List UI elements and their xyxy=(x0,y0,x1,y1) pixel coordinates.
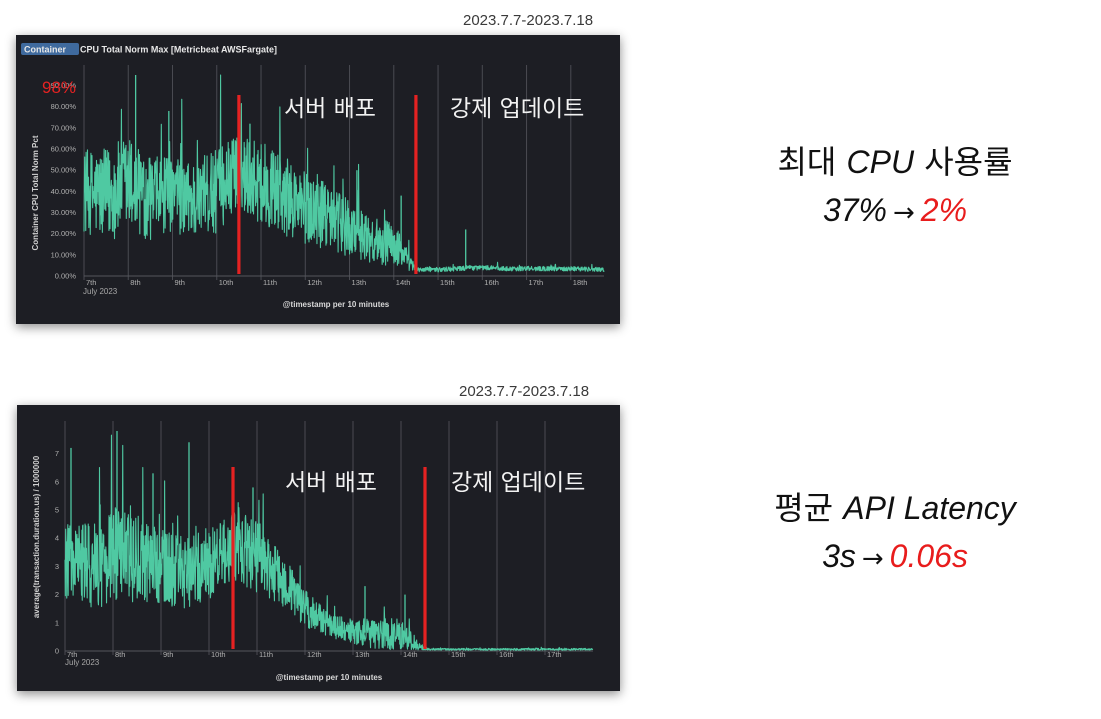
x-axis-sublabel: July 2023 xyxy=(83,287,118,296)
y-tick-label: 90.00% xyxy=(51,81,77,90)
y-tick-label: 80.00% xyxy=(51,102,77,111)
panel-title: CPU Total Norm Max [Metricbeat AWSFargat… xyxy=(80,45,277,55)
x-axis-ticks: 7th 8th 9th 10th 11th 12th 13th 14th 15th 16th 17t… xyxy=(86,278,587,287)
value-before: 3s xyxy=(822,538,856,574)
cpu-chart: 0.00% 10.00% 20.00% 30.00% 40.00% 50.00% 60.00… xyxy=(21,43,605,309)
y-axis-ticks: 0 1 2 3 4 5 6 7 xyxy=(55,449,59,655)
cpu-chart-panel: 0.00% 10.00% 20.00% 30.00% 40.00% 50.00% 60.00… xyxy=(16,35,620,324)
y-tick-label: 1 xyxy=(55,618,59,627)
y-tick-label: 3 xyxy=(55,562,59,571)
y-tick-label: 50.00% xyxy=(51,166,77,175)
x-tick-label: 16th xyxy=(484,278,499,287)
date-range-label: 2023.7.7-2023.7.18 xyxy=(459,383,590,400)
cpu-series xyxy=(83,74,605,273)
x-tick-label: 11th xyxy=(263,278,277,287)
y-tick-label: 60.00% xyxy=(51,145,77,154)
y-tick-label: 30.00% xyxy=(51,208,77,217)
x-tick-label: 11th xyxy=(259,650,273,659)
annotation-deploy: 서버 배포 xyxy=(285,470,377,496)
metric-prefix: 평균 xyxy=(774,489,844,527)
cpu-summary: 최대 CPU 사용률 37% → 2% xyxy=(700,138,1090,237)
value-after: 0.06s xyxy=(889,538,968,574)
event-markers xyxy=(237,95,418,274)
peak-label: 98% xyxy=(42,78,76,97)
x-tick-label: 8th xyxy=(130,278,140,287)
x-axis-ticks: 7th 8th 9th 10th 11th 12th 13th 14th 15th 16th 17t… xyxy=(67,650,562,659)
x-tick-label: 18th xyxy=(573,278,588,287)
x-tick-label: 14th xyxy=(403,650,418,659)
series-line xyxy=(83,74,605,273)
cpu-summary-title: 최대 CPU 사용률 xyxy=(700,138,1090,186)
metric-em: CPU xyxy=(846,144,915,180)
x-tick-label: 15th xyxy=(440,278,455,287)
x-tick-label: 13th xyxy=(352,278,367,287)
latency-chart: 0 1 2 3 4 5 6 7 7th 8th 9th 10th 11th 12th 13th 14th 15… xyxy=(32,421,594,682)
annotation-deploy: 서버 배포 xyxy=(284,96,376,122)
value-after: 2% xyxy=(920,192,968,228)
x-tick-label: 17th xyxy=(547,650,562,659)
y-axis-label: Container CPU Total Norm Pct xyxy=(31,135,40,250)
metric-em: API Latency xyxy=(843,490,1016,526)
latency-summary: 평균 API Latency 3s → 0.06s xyxy=(700,484,1090,583)
cpu-summary-values: 37% → 2% xyxy=(700,186,1090,237)
y-tick-label: 70.00% xyxy=(51,123,77,132)
y-tick-label: 10.00% xyxy=(51,250,77,259)
y-axis-label: average(transaction.duration.us) / 10000… xyxy=(32,455,41,618)
metric-prefix: 최대 xyxy=(777,143,847,181)
x-tick-label: 17th xyxy=(529,278,544,287)
arrow-right-icon: → xyxy=(861,544,884,574)
panel-tag-highlight xyxy=(21,43,79,55)
y-tick-label: 6 xyxy=(55,477,59,486)
y-tick-label: 20.00% xyxy=(51,229,77,238)
x-tick-label: 16th xyxy=(499,650,514,659)
x-tick-label: 8th xyxy=(115,650,125,659)
latency-series xyxy=(64,431,594,651)
x-axis-sublabel: July 2023 xyxy=(65,658,100,667)
metric-suffix: 사용률 xyxy=(914,143,1013,181)
x-axis-label: @timestamp per 10 minutes xyxy=(276,673,383,682)
x-tick-label: 12th xyxy=(307,278,322,287)
chart-grid xyxy=(64,421,593,655)
y-axis-ticks: 0.00% 10.00% 20.00% 30.00% 40.00% 50.00% 60.00… xyxy=(51,81,77,280)
panel-tag: Container xyxy=(24,45,67,55)
series-line xyxy=(64,434,594,651)
y-tick-label: 5 xyxy=(55,505,59,514)
x-tick-label: 9th xyxy=(163,650,173,659)
latency-chart-panel: 0 1 2 3 4 5 6 7 7th 8th 9th 10th 11th 12th 13th 14th 15… xyxy=(17,405,620,691)
y-tick-label: 0.00% xyxy=(55,272,77,281)
annotation-force-update: 강제 업데이트 xyxy=(450,96,584,122)
y-tick-label: 40.00% xyxy=(51,187,77,196)
annotation-force-update: 강제 업데이트 xyxy=(451,470,585,496)
x-tick-label: 12th xyxy=(307,650,322,659)
x-axis-label: @timestamp per 10 minutes xyxy=(283,300,390,309)
y-tick-label: 7 xyxy=(55,449,59,458)
event-markers xyxy=(231,467,427,649)
x-tick-label: 14th xyxy=(396,278,411,287)
y-tick-label: 4 xyxy=(55,534,59,543)
value-before: 37% xyxy=(822,192,887,228)
date-range-label: 2023.7.7-2023.7.18 xyxy=(463,12,594,29)
x-tick-label: 10th xyxy=(211,650,226,659)
x-tick-label: 13th xyxy=(355,650,370,659)
x-tick-label: 7th xyxy=(67,650,77,659)
latency-summary-values: 3s → 0.06s xyxy=(700,532,1090,583)
x-tick-label: 10th xyxy=(219,278,234,287)
x-tick-label: 7th xyxy=(86,278,96,287)
y-tick-label: 0 xyxy=(55,647,59,656)
x-tick-label: 9th xyxy=(175,278,185,287)
x-tick-label: 15th xyxy=(451,650,466,659)
latency-summary-title: 평균 API Latency xyxy=(700,484,1090,532)
arrow-right-icon: → xyxy=(893,198,915,228)
y-tick-label: 2 xyxy=(55,590,59,599)
